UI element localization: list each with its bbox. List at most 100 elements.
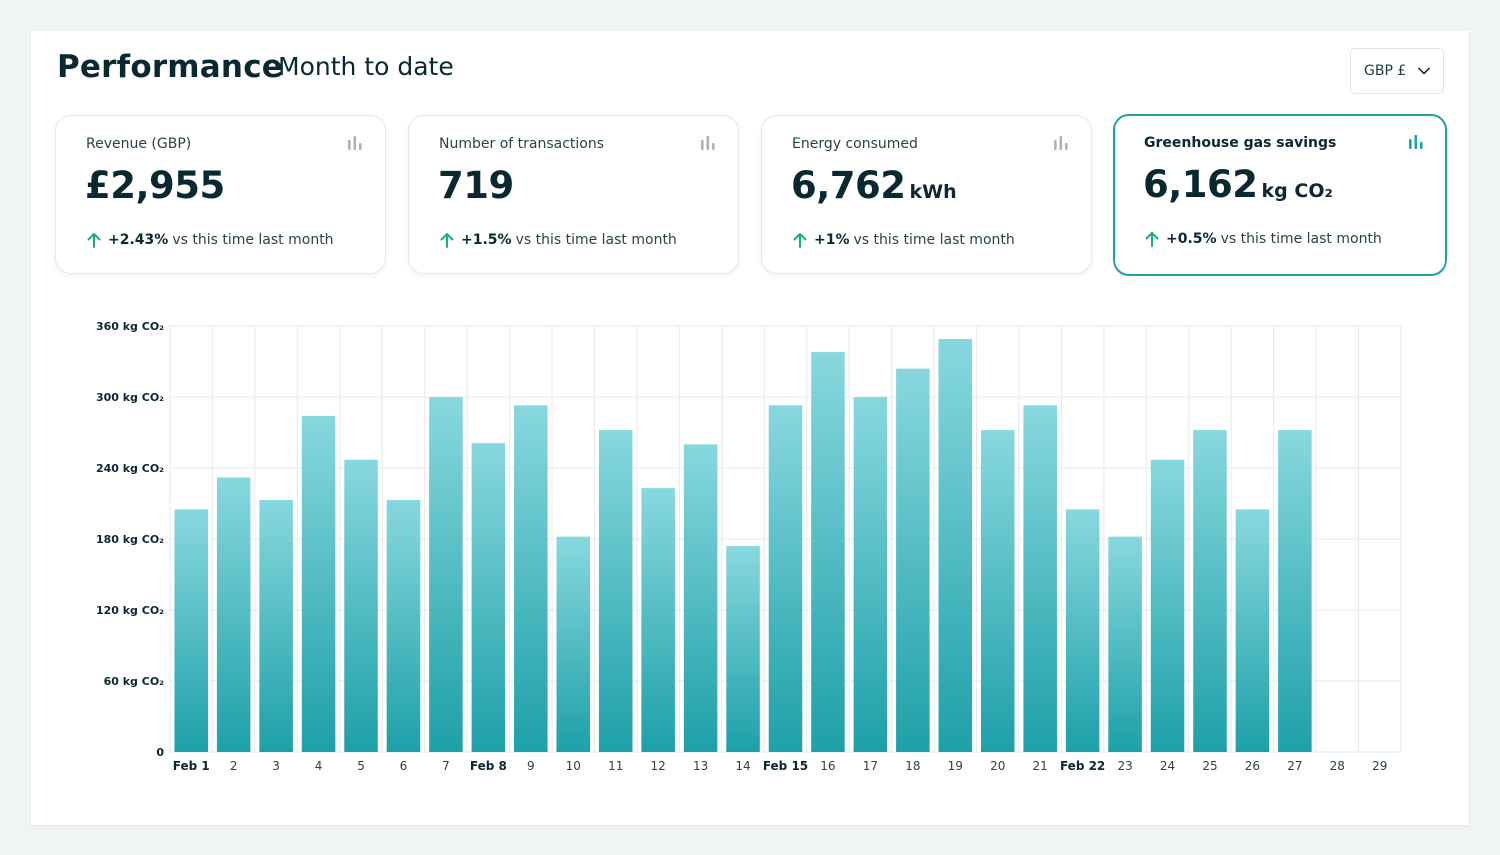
currency-select-value: GBP £	[1364, 63, 1407, 79]
bar-chart-icon	[701, 136, 715, 150]
metric-change-percent: +2.43%	[108, 232, 169, 248]
metric-card-value: 719	[438, 164, 518, 207]
arrow-up-icon	[440, 233, 454, 248]
x-tick-label: Feb 15	[763, 759, 808, 773]
bar-19	[938, 339, 973, 752]
x-tick-label: 4	[315, 759, 323, 773]
x-tick-label: 3	[272, 759, 280, 773]
x-tick-label: 11	[608, 759, 623, 773]
x-tick-label: 7	[442, 759, 450, 773]
bar-chart-icon	[1054, 136, 1068, 150]
x-tick-label: 17	[863, 759, 878, 773]
x-tick-label: Feb 8	[470, 759, 507, 773]
metric-card-change: +1% vs this time last month	[792, 231, 1015, 249]
metric-card-value: £2,955	[85, 164, 229, 207]
x-tick-label: 16	[820, 759, 835, 773]
x-tick-label: 29	[1372, 759, 1387, 773]
arrow-up-icon	[87, 233, 101, 248]
bar-1	[174, 509, 208, 752]
bar-2	[216, 477, 251, 752]
y-tick-label: 360 kg CO₂	[96, 320, 164, 333]
metric-change-text: vs this time last month	[515, 232, 677, 248]
x-tick-label: Feb 1	[173, 759, 210, 773]
x-tick-label: 18	[905, 759, 920, 773]
metric-change-text: vs this time last month	[172, 232, 334, 248]
arrow-up-icon	[793, 233, 807, 248]
metric-card-4[interactable]: Greenhouse gas savings 6,162 kg CO₂ +0.5% vs…	[1113, 114, 1447, 276]
page-title: Performance	[57, 49, 283, 85]
bar-18	[896, 368, 930, 752]
x-tick-label: 12	[651, 759, 666, 773]
bar-6	[386, 499, 421, 752]
y-tick-label: 300 kg CO₂	[96, 391, 164, 404]
x-tick-label: 13	[693, 759, 708, 773]
bar-chart-icon	[348, 136, 362, 150]
bar-26	[1235, 509, 1270, 752]
bar-23	[1108, 536, 1142, 752]
y-tick-label: 240 kg CO₂	[96, 462, 164, 475]
x-tick-label: Feb 22	[1060, 759, 1105, 773]
metric-value-number: £2,955	[85, 164, 225, 207]
metric-card-3[interactable]: Energy consumed 6,762 kWh +1% vs this time l…	[761, 115, 1092, 274]
bar-17	[853, 397, 888, 752]
metric-change-percent: +1.5%	[461, 232, 512, 248]
metric-card-label: Energy consumed	[792, 136, 918, 152]
metric-card-change: +1.5% vs this time last month	[439, 231, 677, 249]
bar-12	[641, 488, 675, 752]
bar-11	[598, 430, 633, 752]
bar-22	[1065, 509, 1100, 752]
bar-21	[1023, 405, 1057, 752]
bar-27	[1278, 430, 1312, 752]
x-tick-label: 20	[990, 759, 1005, 773]
metric-card-label: Revenue (GBP)	[86, 136, 192, 152]
x-tick-label: 23	[1117, 759, 1132, 773]
x-tick-label: 24	[1160, 759, 1175, 773]
bar-10	[556, 536, 591, 752]
x-tick-label: 26	[1245, 759, 1260, 773]
x-tick-label: 27	[1287, 759, 1302, 773]
x-tick-label: 25	[1202, 759, 1217, 773]
metric-change-text: vs this time last month	[853, 232, 1015, 248]
x-tick-label: 21	[1033, 759, 1048, 773]
metric-card-value: 6,762 kWh	[791, 164, 957, 207]
bar-24	[1150, 459, 1185, 752]
bar-9	[514, 405, 548, 752]
bar-14	[726, 546, 760, 752]
bar-15	[768, 405, 803, 752]
metric-change-percent: +0.5%	[1166, 231, 1217, 247]
metric-value-unit: kWh	[909, 181, 957, 203]
chevron-down-icon	[1418, 67, 1430, 75]
bar-13	[683, 444, 718, 752]
x-tick-label: 5	[357, 759, 365, 773]
metric-card-change: +0.5% vs this time last month	[1144, 230, 1382, 248]
metric-card-value: 6,162 kg CO₂	[1143, 163, 1333, 206]
metric-value-number: 719	[438, 164, 514, 207]
metric-card-change: +2.43% vs this time last month	[86, 231, 334, 249]
metric-card-2[interactable]: Number of transactions 719 +1.5% vs this ti…	[408, 115, 739, 274]
bar-20	[980, 430, 1015, 752]
bar-3	[259, 499, 293, 752]
metric-card-1[interactable]: Revenue (GBP) £2,955 +2.43% vs this time la…	[55, 115, 386, 274]
metric-change-text: vs this time last month	[1220, 231, 1382, 247]
bar-7	[429, 397, 463, 752]
period-subtitle: Month to date	[278, 52, 454, 81]
x-tick-label: 28	[1330, 759, 1345, 773]
metric-card-label: Number of transactions	[439, 136, 605, 152]
bar-16	[811, 352, 845, 752]
currency-select[interactable]: GBP £	[1350, 48, 1444, 94]
bar-8	[471, 443, 506, 752]
metric-value-number: 6,162	[1143, 163, 1258, 206]
y-tick-label: 0	[156, 746, 164, 759]
arrow-up-icon	[1145, 232, 1159, 247]
x-tick-label: 19	[948, 759, 963, 773]
metric-value-unit: kg CO₂	[1261, 180, 1333, 202]
y-tick-label: 60 kg CO₂	[104, 675, 165, 688]
bar-chart-icon	[1409, 135, 1423, 149]
x-tick-label: 14	[735, 759, 750, 773]
y-tick-label: 120 kg CO₂	[96, 604, 164, 617]
bar-25	[1193, 430, 1227, 752]
x-tick-label: 2	[230, 759, 238, 773]
metric-value-number: 6,762	[791, 164, 906, 207]
x-tick-label: 10	[566, 759, 581, 773]
